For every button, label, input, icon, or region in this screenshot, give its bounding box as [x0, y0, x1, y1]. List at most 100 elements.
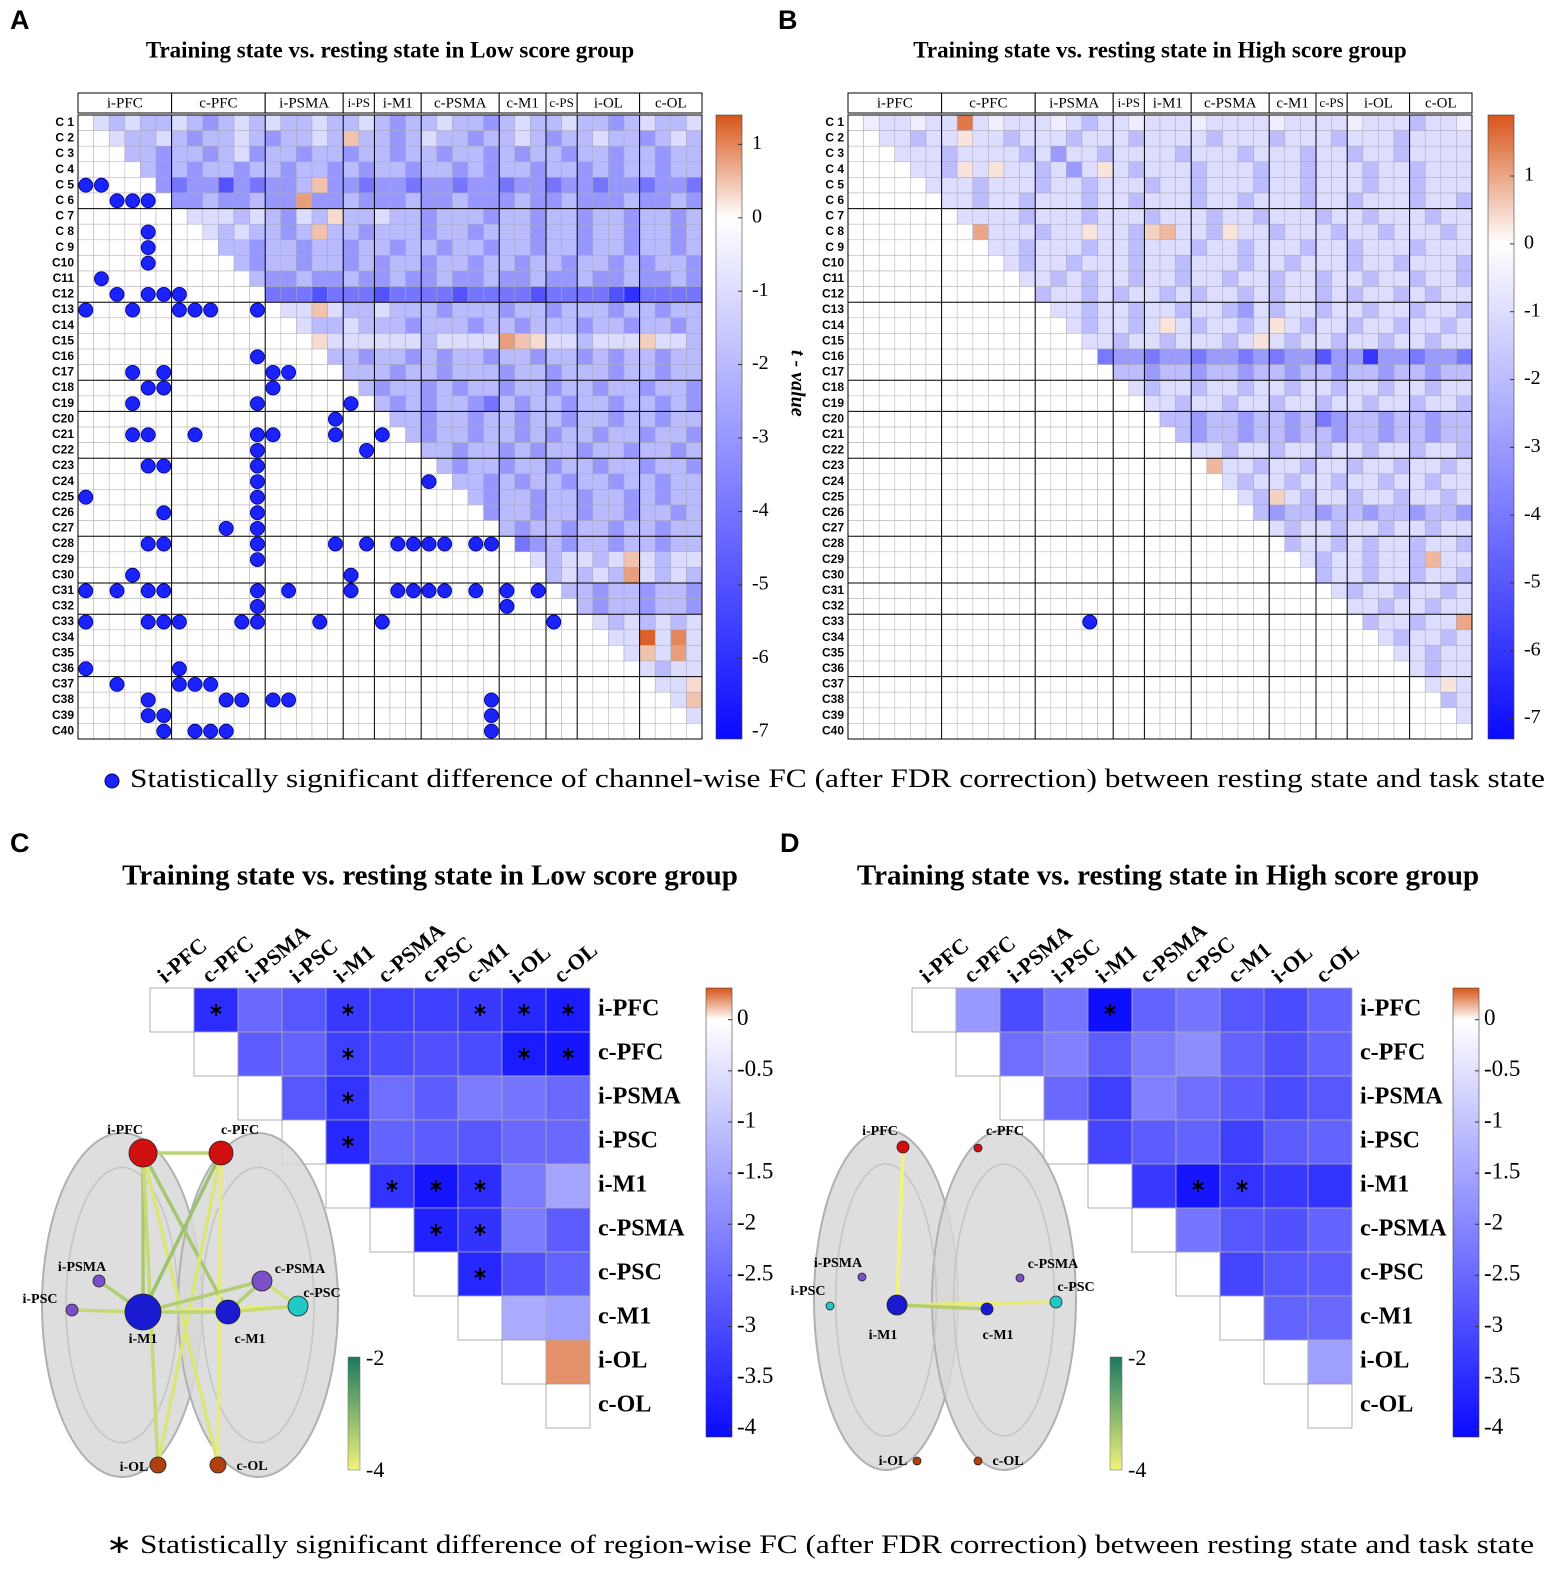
empty-cell [956, 255, 974, 272]
empty-cell [941, 629, 958, 646]
empty-cell [863, 645, 880, 662]
heat-cell [1097, 286, 1114, 303]
empty-cell [280, 473, 297, 490]
heat-cell [1378, 504, 1395, 521]
heat-cell [498, 457, 516, 475]
heat-cell [452, 130, 469, 147]
significance-dot [499, 599, 515, 614]
heat-cell [1346, 161, 1364, 178]
empty-cell [124, 379, 141, 397]
heat-cell [545, 1251, 591, 1297]
empty-cell [124, 255, 141, 272]
empty-cell [1237, 723, 1254, 740]
empty-cell [1019, 691, 1036, 709]
empty-cell [941, 270, 958, 287]
heat-cell [972, 145, 989, 163]
heat-cell [467, 130, 484, 147]
heat-cell [436, 317, 453, 334]
heat-cell [1159, 208, 1176, 225]
node-label: i-PFC [107, 1123, 143, 1138]
empty-cell [186, 223, 204, 241]
heat-cell [436, 457, 453, 475]
empty-cell [233, 270, 250, 287]
empty-cell [77, 223, 94, 241]
empty-cell [420, 660, 438, 677]
heat-cell [1237, 473, 1254, 490]
empty-cell [1175, 504, 1192, 521]
empty-cell [910, 567, 927, 584]
empty-cell [93, 489, 110, 506]
heat-cell [1362, 255, 1379, 272]
heat-cell [1175, 192, 1192, 209]
empty-cell [1144, 426, 1161, 443]
heat-cell [530, 442, 547, 459]
empty-cell [1097, 582, 1114, 599]
empty-cell [863, 317, 880, 334]
heat-cell [545, 286, 562, 303]
heat-cell [1190, 426, 1208, 443]
empty-cell [77, 598, 94, 615]
empty-cell [296, 629, 313, 646]
group-label: i-PFC [107, 95, 143, 111]
empty-cell [847, 613, 864, 631]
heat-cell [358, 145, 375, 163]
heat-cell [686, 223, 703, 241]
heat-cell [1175, 130, 1192, 147]
heat-cell [956, 145, 974, 163]
heat-cell [972, 161, 989, 178]
heat-cell [218, 145, 235, 163]
heat-cell [1424, 442, 1442, 459]
empty-cell [171, 317, 188, 334]
empty-cell [77, 567, 94, 584]
empty-cell [514, 551, 531, 568]
heat-cell [280, 239, 297, 256]
heat-cell [639, 270, 656, 287]
channel-label: C28 [52, 536, 74, 550]
significance-dot [421, 583, 437, 599]
heat-cell [218, 223, 235, 241]
heat-cell [1300, 457, 1317, 475]
empty-cell [561, 723, 578, 740]
significance-dot [249, 442, 265, 458]
heat-cell [1159, 411, 1176, 428]
empty-cell [155, 660, 172, 677]
empty-cell [910, 660, 927, 677]
colorbar-tick-label: -2.5 [737, 1261, 773, 1286]
heat-cell [1159, 130, 1176, 147]
heat-cell [420, 270, 438, 287]
empty-cell [140, 442, 157, 459]
heat-cell [1206, 255, 1223, 272]
colorbar-label: t - value [786, 350, 808, 417]
significance-dot [374, 427, 390, 443]
empty-cell [93, 520, 110, 537]
heat-cell [1175, 395, 1192, 412]
empty-cell [1175, 723, 1192, 740]
heat-cell [623, 114, 640, 131]
heat-cell [1424, 161, 1442, 178]
empty-cell [654, 723, 672, 740]
heat-cell [623, 520, 640, 537]
empty-cell [1175, 551, 1192, 568]
heat-cell [670, 286, 687, 303]
heat-cell [1440, 504, 1457, 521]
heat-cell [1300, 145, 1317, 163]
empty-cell [140, 411, 157, 428]
node-label: i-M1 [129, 1332, 158, 1347]
significance-star [518, 1004, 530, 1016]
heat-cell [1362, 192, 1379, 209]
heat-cell [530, 489, 547, 506]
heat-cell [186, 177, 204, 194]
heat-cell [1175, 426, 1192, 443]
heat-cell [389, 255, 406, 272]
empty-cell [1222, 567, 1239, 584]
heat-cell [155, 161, 172, 178]
heat-cell [1362, 333, 1379, 350]
heat-cell [1253, 333, 1270, 350]
heat-cell [1175, 255, 1192, 272]
heat-cell [1144, 379, 1161, 397]
heat-cell [1393, 535, 1410, 553]
empty-cell [155, 645, 172, 662]
heat-cell [249, 145, 266, 163]
heat-cell [514, 520, 531, 537]
node-label: c-PFC [221, 1123, 259, 1138]
